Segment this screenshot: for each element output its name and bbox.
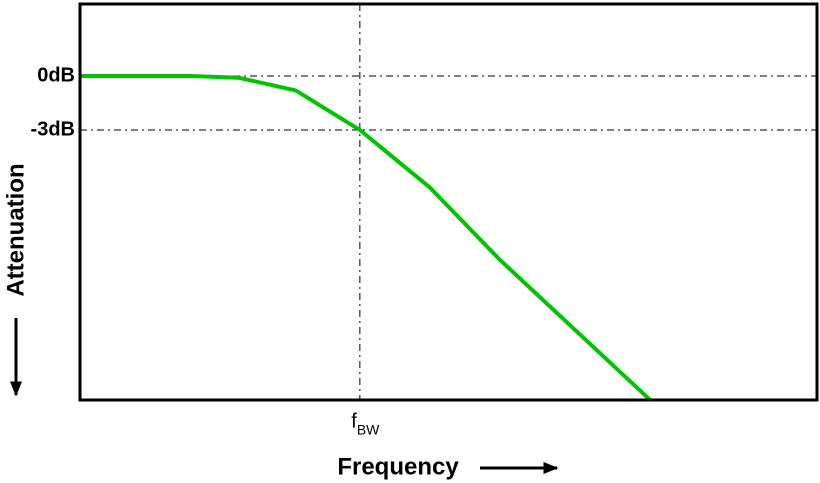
y-tick-label: 0dB	[37, 64, 75, 86]
line	[80, 74, 652, 402]
x-tick-label-sub: BW	[357, 422, 380, 438]
x-axis-title: Frequency	[337, 453, 459, 480]
y-axis-title: Attenuation	[2, 163, 29, 296]
plot-frame	[78, 2, 819, 402]
x-tick-label: f	[351, 410, 357, 432]
y-tick-label: -3dB	[31, 118, 75, 140]
